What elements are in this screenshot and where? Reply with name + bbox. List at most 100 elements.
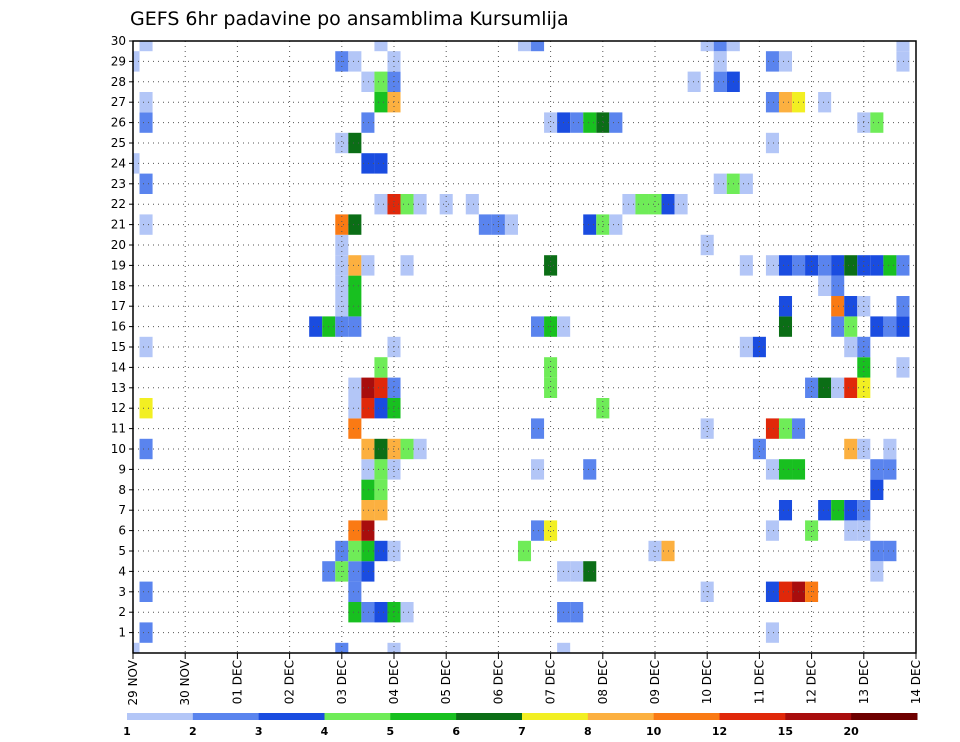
heatmap-cell [844, 336, 858, 358]
heatmap-cell [870, 316, 884, 337]
heatmap-cell [133, 51, 140, 72]
y-tick-label: 2 [118, 605, 126, 619]
y-axis-ticks: 1234567891011121314151617181920212223242… [111, 34, 133, 640]
heatmap-cell [361, 153, 375, 174]
heatmap-cell [778, 51, 793, 72]
y-tick-label: 21 [111, 218, 126, 232]
heatmap-cell [335, 132, 349, 154]
colorbar-label: 8 [584, 725, 592, 738]
heatmap-cell [361, 520, 375, 541]
heatmap-cell [361, 479, 375, 500]
heatmap-cell [544, 255, 558, 276]
heatmap-cell [831, 275, 845, 296]
heatmap-cell [896, 255, 910, 276]
heatmap-cell [139, 92, 153, 113]
heatmap-cell [765, 581, 779, 602]
heatmap-cell [739, 173, 753, 194]
y-tick-label: 24 [111, 156, 126, 170]
heatmap-cell [896, 357, 910, 378]
x-tick-label: 09 DEC [648, 660, 662, 704]
colorbar-label: 2 [189, 725, 197, 738]
heatmap-cell [139, 214, 153, 235]
colorbar-swatch [456, 713, 523, 720]
heatmap-cell [883, 459, 897, 480]
heatmap-cell [139, 581, 153, 602]
colorbar-swatch [587, 713, 655, 720]
heatmap-cell [374, 479, 388, 500]
heatmap-cell [400, 194, 414, 215]
y-tick-label: 29 [111, 54, 126, 68]
heatmap-cell [348, 214, 362, 235]
heatmap-cell [465, 194, 479, 215]
heatmap-cell [531, 418, 545, 439]
heatmap-cell [635, 194, 649, 215]
x-tick-label: 08 DEC [596, 660, 610, 704]
colorbar-swatch [192, 713, 260, 720]
heatmap-cell [583, 112, 597, 133]
heatmap-cell [504, 214, 518, 235]
heatmap-cell [348, 316, 362, 337]
y-tick-label: 9 [118, 462, 126, 476]
heatmap-cell [870, 112, 884, 133]
heatmap-cell [739, 336, 753, 358]
heatmap-cell [805, 255, 819, 276]
y-tick-label: 7 [118, 503, 126, 517]
heatmap-cell [818, 500, 832, 521]
heatmap-cell [361, 71, 375, 92]
heatmap-cell [361, 540, 375, 562]
heatmap-cell [139, 398, 153, 419]
heatmap-cell [335, 255, 349, 276]
y-tick-label: 23 [111, 177, 126, 191]
heatmap-cell [374, 602, 388, 623]
y-tick-label: 5 [118, 544, 126, 558]
x-tick-label: 03 DEC [335, 660, 349, 704]
heatmap-cell [778, 459, 793, 480]
y-tick-label: 17 [111, 299, 126, 313]
heatmap-cell [896, 296, 910, 317]
x-tick-label: 05 DEC [439, 660, 453, 704]
colorbar-label: 20 [844, 725, 860, 738]
x-tick-label: 30 NOV [178, 659, 192, 705]
heatmap-cell [765, 459, 779, 480]
y-tick-label: 15 [111, 340, 126, 354]
colorbar-swatch [522, 713, 589, 720]
heatmap-cell [309, 316, 323, 337]
x-tick-label: 10 DEC [700, 660, 714, 704]
heatmap-cell [674, 194, 688, 215]
heatmap-cell [374, 41, 388, 52]
colorbar-label: 5 [387, 725, 395, 738]
colorbar-label: 1 [123, 725, 131, 738]
y-tick-label: 18 [111, 279, 126, 293]
y-tick-label: 6 [118, 524, 126, 538]
y-tick-label: 28 [111, 75, 126, 89]
heatmap-cell [531, 316, 545, 337]
y-tick-label: 13 [111, 381, 126, 395]
heatmap-cell [439, 194, 453, 215]
heatmap-cell [348, 255, 362, 276]
x-tick-label: 02 DEC [283, 660, 297, 704]
colorbar-swatch [785, 713, 852, 720]
heatmap-cell [400, 255, 414, 276]
x-tick-label: 11 DEC [752, 660, 766, 704]
heatmap-cell [413, 438, 427, 460]
heatmap-cell [713, 41, 727, 52]
heatmap-cell [139, 622, 153, 643]
y-tick-label: 30 [111, 34, 126, 48]
heatmap-cell [844, 500, 858, 521]
heatmap-cell [361, 438, 375, 460]
heatmap-cell [544, 520, 558, 541]
heatmap-cell [133, 153, 140, 174]
colorbar-swatch [127, 713, 194, 720]
heatmap-cell [870, 255, 884, 276]
heatmap-cell [844, 520, 858, 541]
heatmap-cell [883, 540, 897, 562]
heatmap-cell [870, 479, 884, 500]
heatmap-cell [818, 275, 832, 296]
heatmap-cell [348, 540, 362, 562]
colorbar-label: 12 [712, 725, 727, 738]
colorbar-swatch [851, 713, 918, 720]
heatmap-cell [335, 275, 349, 296]
heatmap-cell [348, 520, 362, 541]
heatmap-cell [348, 561, 362, 582]
